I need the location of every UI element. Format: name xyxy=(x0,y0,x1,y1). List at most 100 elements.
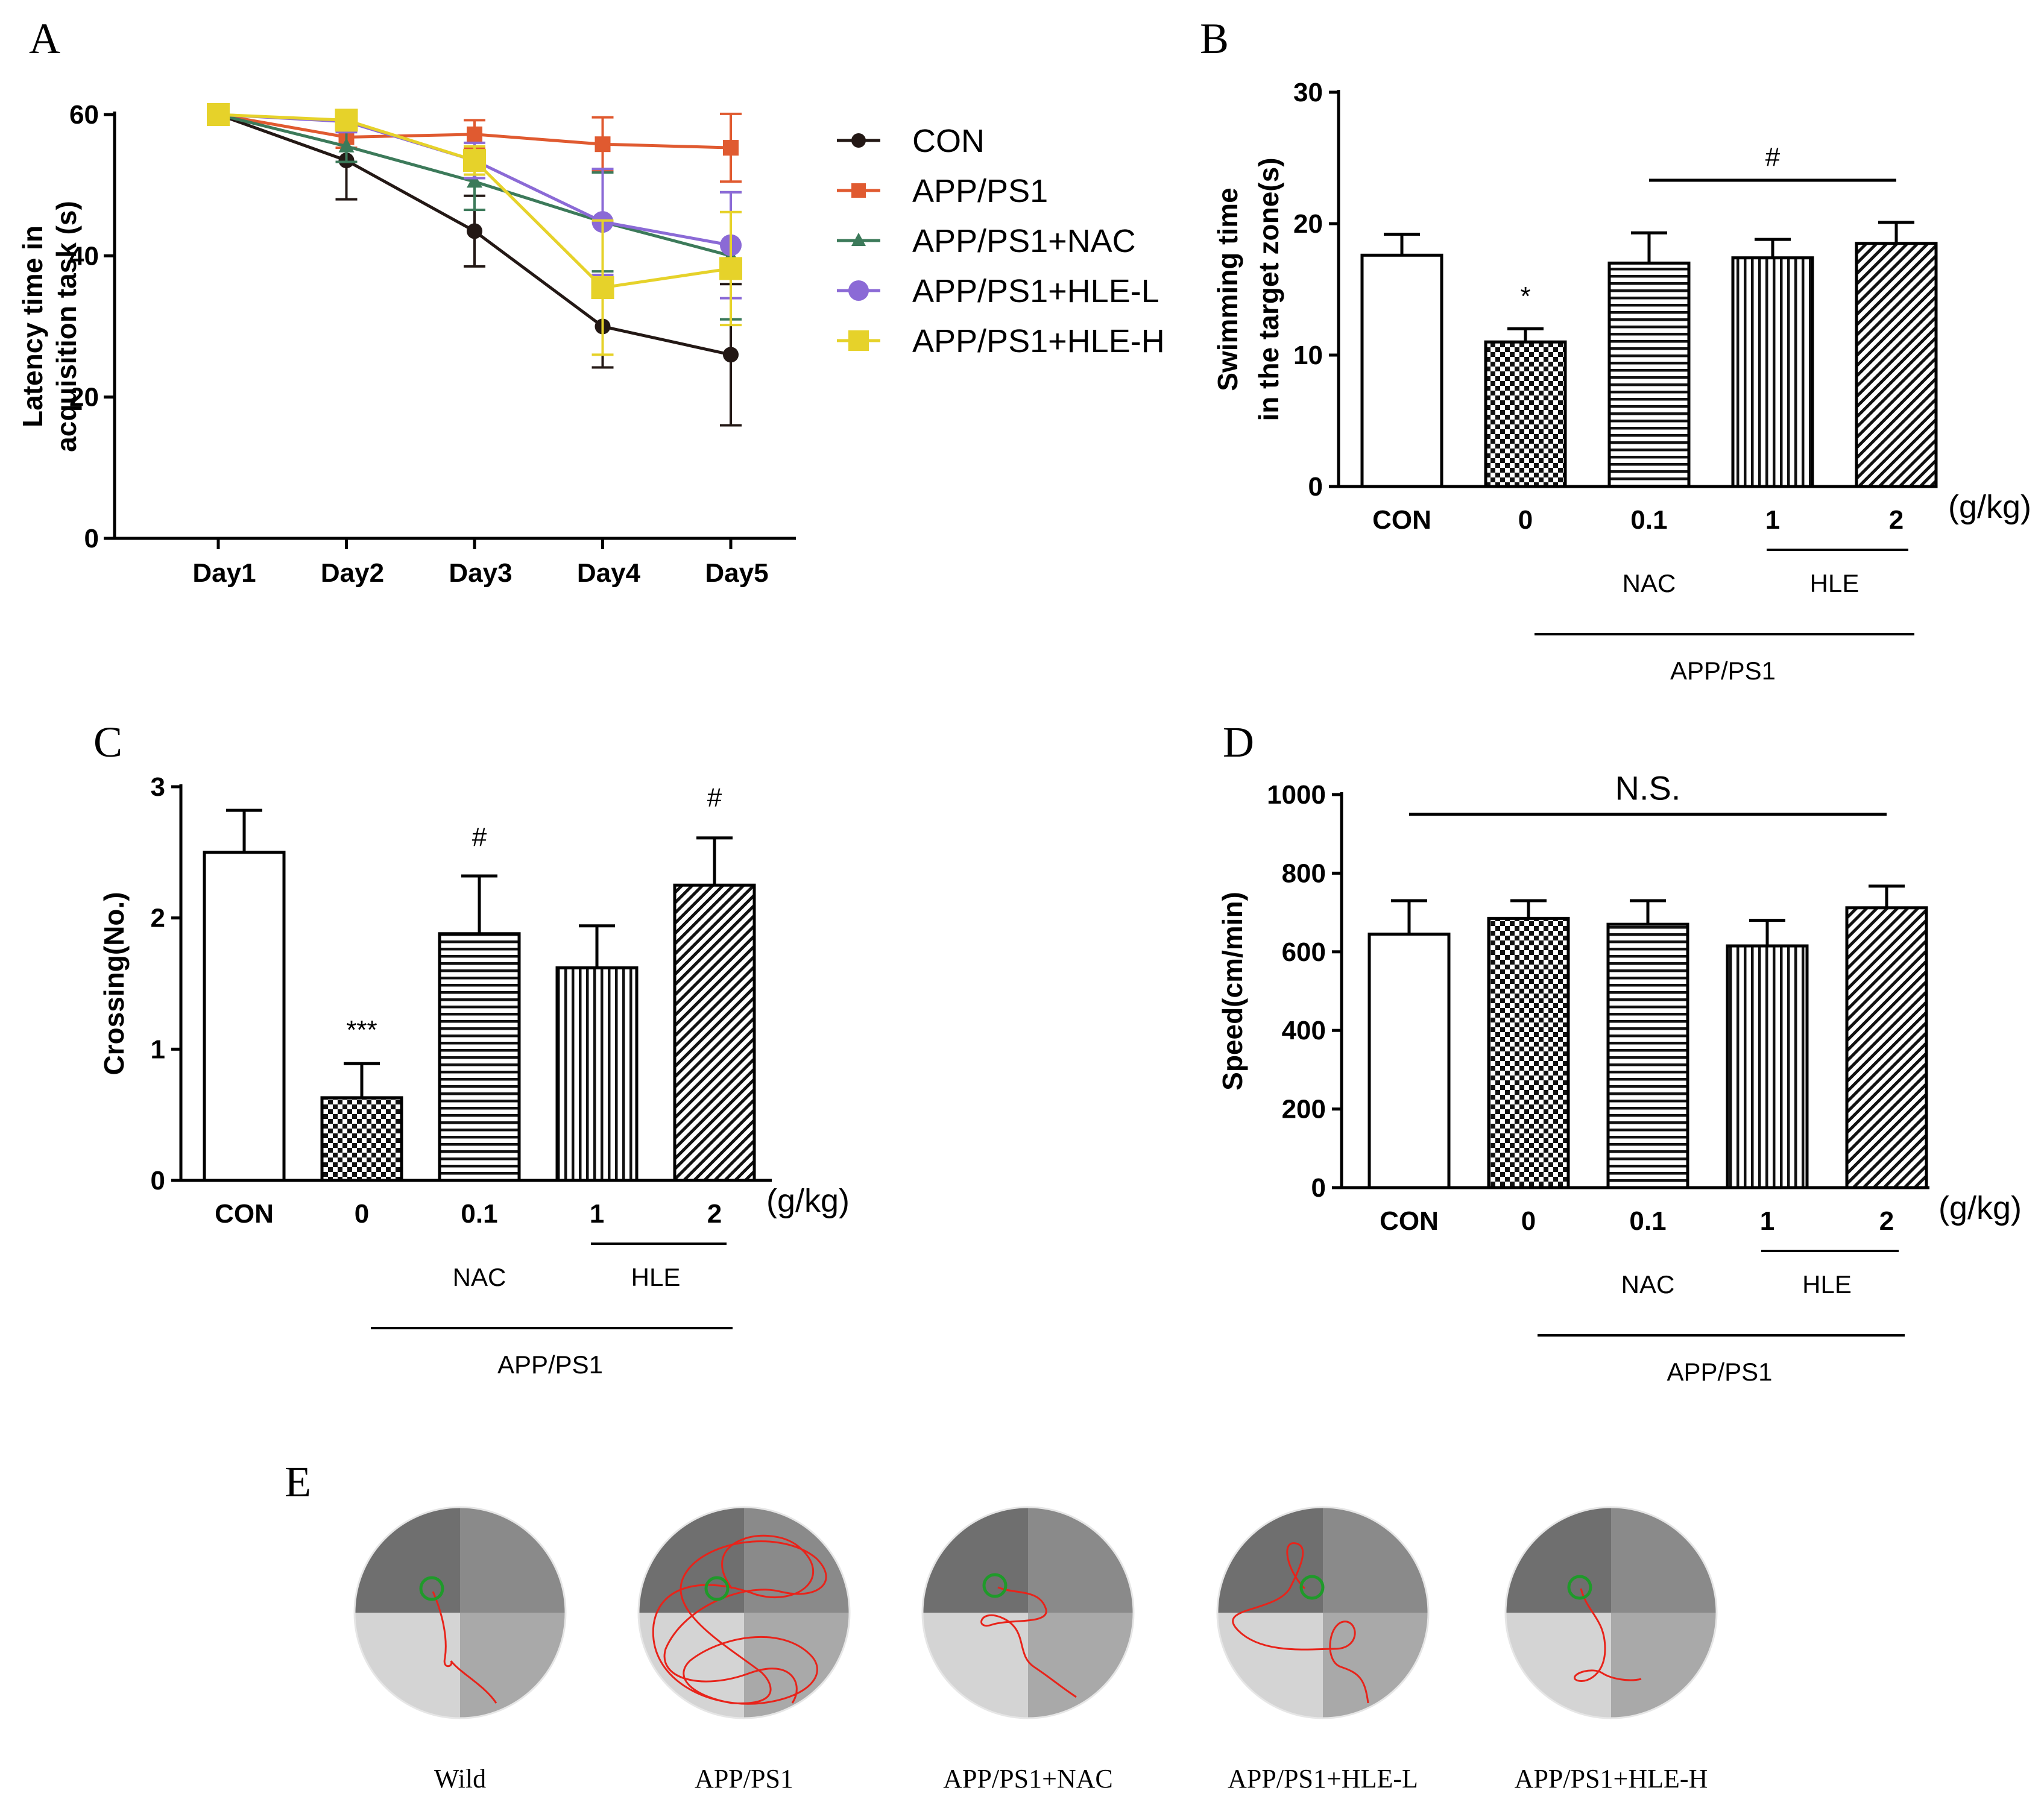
panel-d-group-label-hle: HLE xyxy=(1802,1270,1852,1299)
panel-d-x-tick-label: CON xyxy=(1380,1206,1439,1236)
panel-b-group-label-app-ps1: APP/PS1 xyxy=(1670,657,1776,685)
panel-a-y-tick-label: 60 xyxy=(69,100,99,130)
panel-c-bar-1 xyxy=(555,966,639,1182)
panel-a-y-axis-label-line: acquisition task (s) xyxy=(51,201,82,452)
panel-b-significance-mark: * xyxy=(1520,282,1530,311)
maze-caption-app-ps1: APP/PS1 xyxy=(695,1764,793,1794)
panel-c-y-axis-label: Crossing(No.) xyxy=(98,892,130,1075)
data-point xyxy=(591,276,614,300)
panel-a-y-tick-label: 20 xyxy=(69,383,99,412)
panel-b-y-axis-label: Swimming time in the target zone(s) xyxy=(1212,157,1284,421)
panel-d-y-tick-label: 800 xyxy=(1282,858,1326,888)
panel-label-b: B xyxy=(1200,14,1229,63)
panel-a-y-tick-label: 40 xyxy=(69,241,99,271)
panel-c-bar-chart: 0 1 2 3 Crossing(No.) CON 0 0.1 1 2 (g/kg) *** # # NAC… xyxy=(98,772,850,1379)
panel-d-y-tick-label: 1000 xyxy=(1267,780,1326,810)
panel-label-a: A xyxy=(29,14,60,63)
panel-a-series-app-ps1-hle-h xyxy=(207,103,742,356)
panel-c-significance-mark: # xyxy=(707,783,722,813)
panel-c-group-label-nac: NAC xyxy=(453,1263,506,1291)
data-point xyxy=(467,223,482,239)
panel-d-y-axis-label: Speed(cm/min) xyxy=(1217,892,1248,1091)
panel-d-bar-1 xyxy=(1726,944,1809,1189)
panel-d-x-tick-label: 2 xyxy=(1879,1206,1894,1236)
panel-c-bar-con xyxy=(203,851,286,1182)
panel-b-y-tick-label: 20 xyxy=(1293,209,1323,239)
panel-c-significance-mark: # xyxy=(472,822,487,852)
panel-b-y-axis-label-line: Swimming time xyxy=(1212,187,1243,391)
data-point xyxy=(719,257,742,280)
panel-a-x-tick-label: Day3 xyxy=(449,558,512,588)
panel-d-x-tick-label: 0 xyxy=(1521,1206,1536,1236)
legend-marker xyxy=(848,330,869,351)
panel-d-y-tick-label: 600 xyxy=(1282,937,1326,967)
panel-c-bar-0-1 xyxy=(438,932,521,1182)
legend-label-con: CON xyxy=(912,123,985,159)
panel-d-bar-con xyxy=(1367,932,1451,1189)
panel-c-y-tick-label: 2 xyxy=(151,904,165,933)
panel-b-y-tick-label: 10 xyxy=(1293,341,1323,370)
legend-label-app-ps1-nac: APP/PS1+NAC xyxy=(912,223,1136,259)
panel-d-x-tick-label: 0.1 xyxy=(1629,1206,1666,1236)
maze-caption-app-ps1-nac: APP/PS1+NAC xyxy=(943,1764,1113,1794)
maze-caption-wild: Wild xyxy=(434,1764,486,1794)
panel-a-x-tick-label: Day4 xyxy=(577,558,641,588)
maze-caption-app-ps1-hle-h: APP/PS1+HLE-H xyxy=(1515,1764,1708,1794)
panel-c-significance-mark: *** xyxy=(346,1015,377,1045)
panel-b-x-tick-label: 0.1 xyxy=(1630,505,1667,535)
panel-b-x-tick-label: CON xyxy=(1372,505,1431,535)
panel-b-y-axis-label-line: in the target zone(s) xyxy=(1253,157,1284,421)
maze-wild xyxy=(353,1506,567,1719)
legend-marker xyxy=(848,280,869,301)
panel-c-group-label-app-ps1: APP/PS1 xyxy=(497,1350,603,1379)
legend-label-app-ps1-hle-l: APP/PS1+HLE-L xyxy=(912,273,1159,309)
panel-d-y-tick-label: 400 xyxy=(1282,1016,1326,1045)
panel-d-group-label-app-ps1: APP/PS1 xyxy=(1667,1358,1772,1386)
legend-marker xyxy=(851,233,866,246)
legend-label-app-ps1: APP/PS1 xyxy=(912,173,1048,209)
panel-d-unit-label: (g/kg) xyxy=(1938,1190,2022,1226)
panel-d-bar-2 xyxy=(1845,906,1928,1189)
panel-c-bar-0 xyxy=(320,1096,403,1182)
panel-c-bar-2 xyxy=(673,883,756,1182)
panel-c-x-tick-label: 1 xyxy=(590,1199,604,1229)
panel-b-bar-0 xyxy=(1484,340,1567,488)
panel-b-unit-label: (g/kg) xyxy=(1948,489,2031,525)
panel-b-group-label-nac: NAC xyxy=(1623,569,1676,597)
panel-d-bar-chart: 0 200 400 600 800 1000 Speed(cm/min) CON 0 0.1 1 2 (… xyxy=(1217,769,2022,1386)
panel-d-bar-0 xyxy=(1487,916,1570,1189)
panel-c-x-tick-label: 0 xyxy=(355,1199,369,1229)
panel-label-c: C xyxy=(93,718,122,766)
panel-b-bar-2 xyxy=(1855,242,1938,488)
panel-b-x-tick-label: 2 xyxy=(1889,505,1904,535)
data-point xyxy=(595,136,611,153)
panel-c-group-label-hle: HLE xyxy=(631,1263,681,1291)
maze-app-ps1-hle-h xyxy=(1504,1506,1718,1719)
panel-b-bar-con xyxy=(1360,253,1443,488)
data-point xyxy=(207,103,230,126)
panel-b-y-tick-label: 30 xyxy=(1293,78,1323,107)
panel-c-y-axis-label-line: Crossing(No.) xyxy=(98,892,130,1075)
panel-d-bar-0-1 xyxy=(1606,922,1689,1189)
panel-d-significance-label: N.S. xyxy=(1615,769,1681,807)
panel-c-y-tick-label: 3 xyxy=(151,772,165,802)
data-point xyxy=(338,137,355,153)
data-point xyxy=(723,140,739,156)
panel-a-y-axis-label-line: Latency time in xyxy=(17,225,48,427)
panel-b-x-tick-label: 0 xyxy=(1518,505,1533,535)
panel-d-y-tick-label: 200 xyxy=(1282,1095,1326,1124)
panel-d-y-tick-label: 0 xyxy=(1311,1173,1326,1203)
panel-label-e: E xyxy=(285,1458,311,1506)
panel-d-x-tick-label: 1 xyxy=(1760,1206,1774,1236)
maze-app-ps1-nac xyxy=(921,1506,1135,1719)
panel-b-bar-0-1 xyxy=(1607,261,1691,488)
panel-a-x-tick-label: Day2 xyxy=(321,558,384,588)
panel-b-group-label-hle: HLE xyxy=(1810,569,1859,597)
panel-c-x-tick-label: 2 xyxy=(707,1199,722,1229)
data-point xyxy=(463,149,486,172)
panel-b-y-tick-label: 0 xyxy=(1308,472,1323,502)
panel-d-group-label-nac: NAC xyxy=(1621,1270,1675,1299)
panel-c-y-tick-label: 0 xyxy=(151,1166,165,1195)
